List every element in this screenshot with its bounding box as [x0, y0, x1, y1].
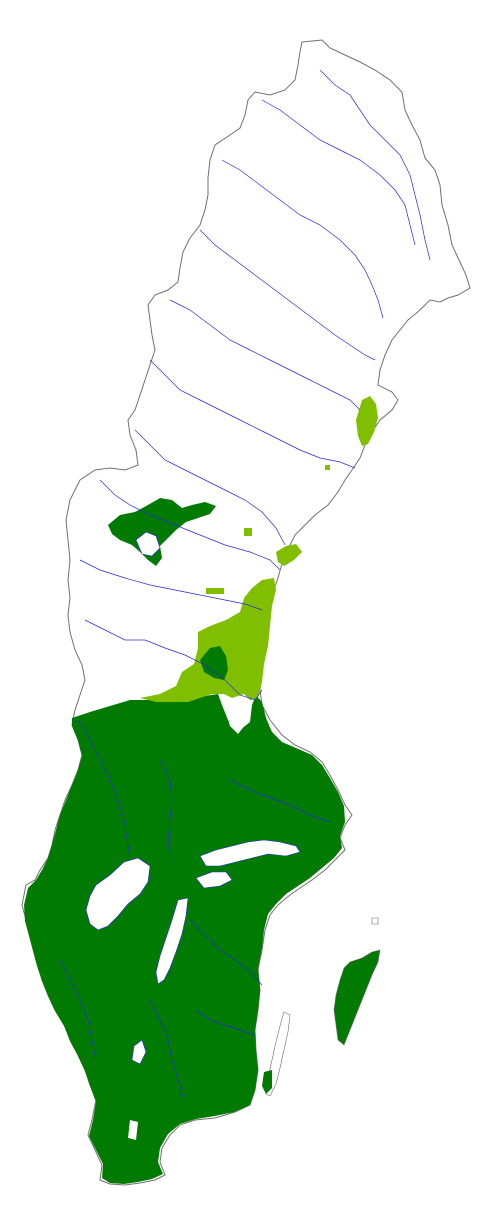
clearing-south [128, 1120, 138, 1140]
river-kalix [261, 99, 416, 246]
range-main-south [24, 694, 345, 1184]
river-south-1 [159, 759, 173, 861]
river-east-1 [229, 779, 331, 823]
island-gotska [371, 917, 379, 925]
river-torne [319, 69, 431, 261]
river-klar [77, 719, 131, 861]
island-gotland [333, 949, 381, 1046]
river-skellefte [169, 299, 361, 411]
rivers [59, 69, 431, 1101]
lake-malaren [199, 839, 301, 867]
river-angerman [134, 429, 286, 546]
river-ljusnan [79, 559, 263, 611]
range-secondary-dot-2 [244, 528, 252, 536]
river-ume [149, 359, 356, 469]
river-south-4 [149, 999, 185, 1101]
range-secondary-east [140, 578, 276, 702]
range-secondary-coast [276, 544, 302, 566]
lake-vanern [85, 857, 151, 931]
range-main-inner [200, 646, 228, 680]
river-pite [199, 229, 376, 361]
lake-hjalmaren [195, 871, 233, 889]
range-secondary-north [356, 396, 378, 446]
river-dal [84, 619, 263, 701]
range-secondary-dot [325, 465, 330, 470]
range-main-central [108, 498, 216, 566]
river-indal [99, 479, 281, 571]
range-secondary-dot-3 [206, 588, 224, 594]
river-lule [221, 159, 384, 319]
lake-siljan [135, 531, 161, 557]
river-south-5 [194, 1009, 256, 1036]
lake-south-1 [131, 1039, 147, 1065]
river-south-2 [189, 919, 263, 986]
river-south-3 [59, 959, 97, 1061]
island-oland-range [262, 1070, 272, 1094]
clearing-north [226, 696, 248, 734]
lake-vattern [155, 897, 189, 985]
